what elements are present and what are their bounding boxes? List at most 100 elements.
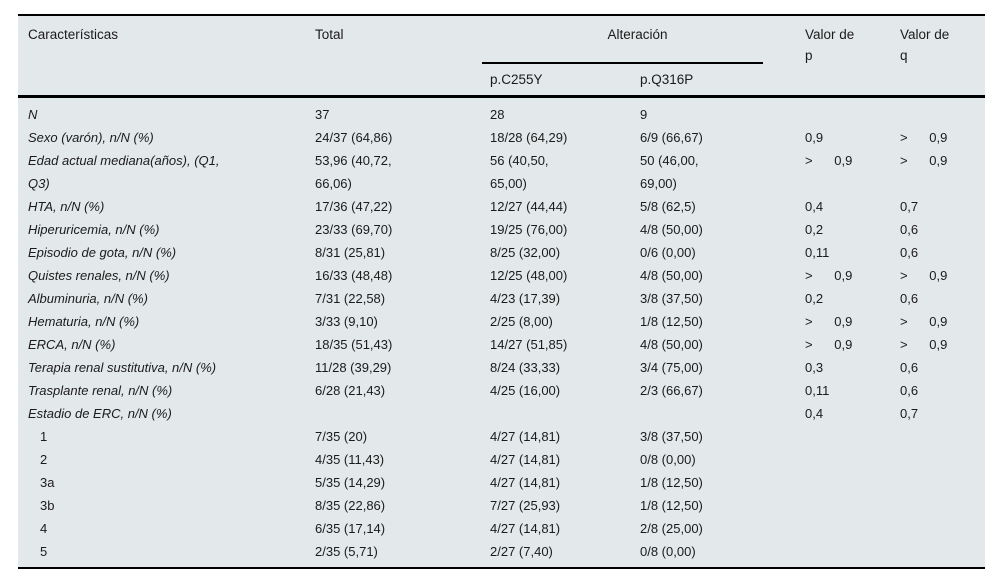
table-row: 4 6/35 (17,14) 4/27 (14,81) 2/8 (25,00) [18, 517, 985, 540]
cell-c255y: 12/25 (48,00) [490, 267, 568, 283]
table-row: 3b 8/35 (22,86) 7/27 (25,93) 1/8 (12,50) [18, 494, 985, 517]
cell-p-value [795, 494, 890, 517]
cell-total: 8/31 (25,81) [315, 244, 386, 260]
cell-q-value [890, 494, 985, 517]
cell-p-value [795, 540, 890, 568]
cell-p-value: 0,11 [805, 244, 830, 260]
cell-q-value: 0,6 [900, 244, 919, 260]
table-header: Características Total Alteración Valor d… [18, 15, 986, 96]
row-label: Quistes renales, n/N (%) [28, 267, 170, 283]
table-row: 5 2/35 (5,71) 2/27 (7,40) 0/8 (0,00) [18, 540, 985, 568]
cell-total: 3/33 (9,10) [315, 313, 378, 329]
table-row: 1 7/35 (20) 4/27 (14,81) 3/8 (37,50) [18, 425, 985, 448]
table-row: Quistes renales, n/N (%) 16/33 (48,48) 1… [18, 264, 985, 287]
table-row: Terapia renal sustitutiva, n/N (%) 11/28… [18, 356, 985, 379]
row-label: ERCA, n/N (%) [28, 336, 116, 352]
row-label: 1 [40, 428, 48, 444]
row-label: N [28, 106, 38, 122]
cell-p-value: 0,9 [805, 129, 824, 145]
cell-total: 8/35 (22,86) [315, 497, 386, 513]
table-body: N 37 28 9 Sexo (varón), n/N (%) 24/37 (6… [18, 96, 986, 568]
table-row: Hiperuricemia, n/N (%) 23/33 (69,70) 19/… [18, 218, 985, 241]
cell-q316p: 6/9 (66,67) [640, 129, 703, 145]
cell-p-value: 0,2 [805, 221, 824, 237]
cell-c255y: 2/25 (8,00) [490, 313, 553, 329]
cell-q-value: > 0,9 [900, 152, 948, 168]
cell-q316p: 4/8 (50,00) [640, 221, 703, 237]
cell-total: 53,96 (40,72, 66,06) [315, 152, 392, 191]
cell-total: 24/37 (64,86) [315, 129, 393, 145]
cell-c255y: 8/24 (33,33) [490, 359, 561, 375]
cell-q-value [890, 425, 985, 448]
header-p-value: Valor de p [805, 27, 855, 63]
row-label: Terapia renal sustitutiva, n/N (%) [28, 359, 217, 375]
cell-c255y: 28 [490, 106, 505, 122]
cell-q-value: 0,6 [900, 221, 919, 237]
cell-q316p: 1/8 (12,50) [640, 474, 703, 490]
cell-q-value [890, 448, 985, 471]
cell-q316p: 3/4 (75,00) [640, 359, 703, 375]
cell-q-value: 0,7 [900, 198, 919, 214]
cell-q316p: 4/8 (50,00) [640, 267, 703, 283]
cell-q316p: 0/6 (0,00) [640, 244, 696, 260]
row-label: Edad actual mediana(años), (Q1, Q3) [28, 152, 220, 191]
cell-total: 6/35 (17,14) [315, 520, 386, 536]
cell-c255y: 4/27 (14,81) [490, 428, 561, 444]
cell-c255y [480, 402, 630, 425]
table-row: Sexo (varón), n/N (%) 24/37 (64,86) 18/2… [18, 126, 985, 149]
cell-q-value: 0,6 [900, 382, 919, 398]
cell-q-value: 0,6 [900, 290, 919, 306]
table-row: HTA, n/N (%) 17/36 (47,22) 12/27 (44,44)… [18, 195, 985, 218]
cell-total: 18/35 (51,43) [315, 336, 393, 352]
cell-p-value [795, 517, 890, 540]
row-label: 2 [40, 451, 48, 467]
header-characteristics: Características [28, 27, 119, 42]
table-row: Albuminuria, n/N (%) 7/31 (22,58) 4/23 (… [18, 287, 985, 310]
header-row-2: p.C255Y p.Q316P [18, 67, 985, 96]
cell-c255y: 4/27 (14,81) [490, 474, 561, 490]
cell-c255y: 4/23 (17,39) [490, 290, 561, 306]
table-row: Edad actual mediana(años), (Q1, Q3) 53,9… [18, 149, 985, 195]
cell-c255y: 4/27 (14,81) [490, 451, 561, 467]
cell-total: 23/33 (69,70) [315, 221, 393, 237]
row-label: Estadio de ERC, n/N (%) [28, 405, 172, 421]
cell-c255y: 12/27 (44,44) [490, 198, 568, 214]
cell-p-value [795, 425, 890, 448]
table-row: Hematuria, n/N (%) 3/33 (9,10) 2/25 (8,0… [18, 310, 985, 333]
cell-c255y: 19/25 (76,00) [490, 221, 568, 237]
cell-total: 37 [315, 106, 330, 122]
row-label: Sexo (varón), n/N (%) [28, 129, 154, 145]
row-label: Hematuria, n/N (%) [28, 313, 140, 329]
cell-c255y: 4/27 (14,81) [490, 520, 561, 536]
header-total: Total [315, 27, 344, 42]
cell-q-value: > 0,9 [900, 336, 948, 352]
cell-p-value [795, 96, 890, 126]
cell-c255y: 2/27 (7,40) [490, 543, 553, 559]
table-row: 2 4/35 (11,43) 4/27 (14,81) 0/8 (0,00) [18, 448, 985, 471]
cell-q316p: 1/8 (12,50) [640, 497, 703, 513]
row-label: 5 [40, 543, 48, 559]
cell-c255y: 8/25 (32,00) [490, 244, 561, 260]
cell-q316p: 1/8 (12,50) [640, 313, 703, 329]
table-row: ERCA, n/N (%) 18/35 (51,43) 14/27 (51,85… [18, 333, 985, 356]
cell-q316p: 5/8 (62,5) [640, 198, 696, 214]
cell-p-value [795, 448, 890, 471]
cell-total: 4/35 (11,43) [315, 451, 385, 467]
cell-total: 7/31 (22,58) [315, 290, 386, 306]
cell-c255y: 18/28 (64,29) [490, 129, 568, 145]
cell-q-value [890, 96, 985, 126]
cell-q316p: 3/8 (37,50) [640, 428, 703, 444]
cell-q-value [890, 471, 985, 494]
cell-q316p: 3/8 (37,50) [640, 290, 703, 306]
cell-p-value: 0,11 [805, 382, 830, 398]
cell-q316p: 2/8 (25,00) [640, 520, 703, 536]
cell-p-value: 0,3 [805, 359, 824, 375]
cell-q316p: 0/8 (0,00) [640, 451, 696, 467]
table-row: Trasplante renal, n/N (%) 6/28 (21,43) 4… [18, 379, 985, 402]
cell-q-value: > 0,9 [900, 129, 948, 145]
header-alteration-group: Alteración [480, 15, 795, 67]
cell-p-value: > 0,9 [805, 267, 853, 283]
cell-p-value: > 0,9 [805, 336, 853, 352]
cell-q316p: 2/3 (66,67) [640, 382, 703, 398]
cell-p-value: > 0,9 [805, 152, 853, 168]
